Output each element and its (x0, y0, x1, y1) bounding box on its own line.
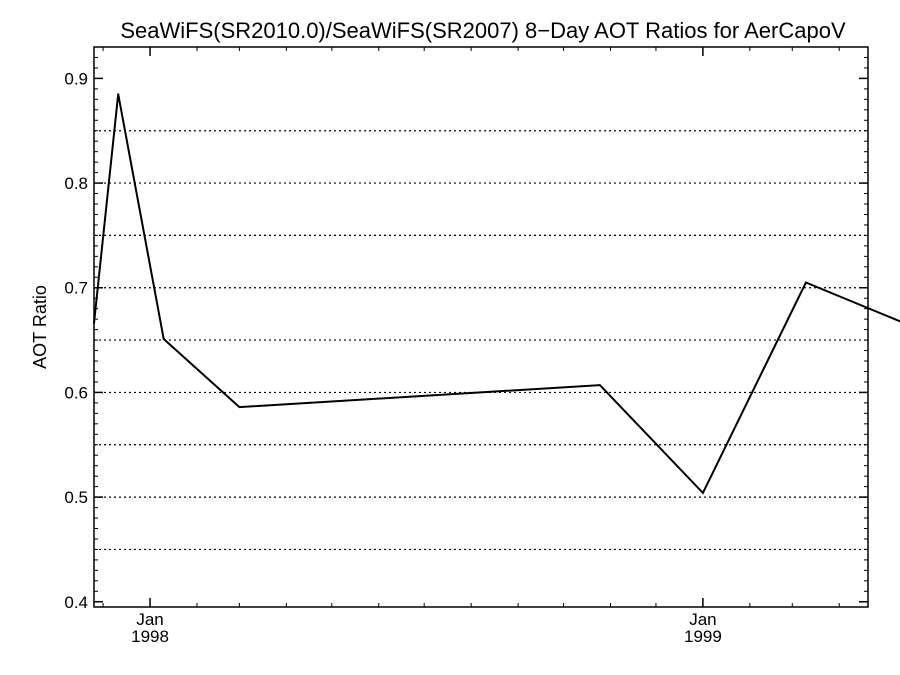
x-tick-label-year: 1998 (131, 627, 169, 646)
y-gridlines (94, 130, 868, 551)
x-tick-label-month: Jan (136, 610, 163, 629)
y-tick-label: 0.8 (64, 174, 88, 193)
y-axis-label: AOT Ratio (30, 285, 50, 369)
x-tick-label-year: 1999 (684, 627, 722, 646)
y-tick-label: 0.4 (64, 593, 88, 612)
series-line (93, 93, 900, 495)
data-point (162, 338, 165, 340)
y-tick-label: 0.9 (64, 69, 88, 88)
plot-area-frame (93, 46, 869, 608)
series-points (93, 93, 807, 494)
data-point (117, 93, 120, 96)
x-tick-label-month: Jan (689, 610, 716, 629)
chart-title: SeaWiFS(SR2010.0)/SeaWiFS(SR2007) 8−Day … (120, 18, 846, 43)
y-tick-label: 0.6 (64, 383, 88, 402)
data-point (93, 322, 95, 325)
data-point (702, 492, 704, 494)
x-axis-ticks: Jan1998Jan1999Jan2000Jan2001Jan2002Jan20… (102, 47, 840, 646)
y-axis-ticks: 0.4 0.5 0.6 0.7 0.8 0.9 (64, 46, 868, 612)
data-point (599, 384, 601, 386)
data-point (804, 281, 807, 284)
data-point (238, 406, 241, 408)
y-tick-label: 0.7 (64, 279, 88, 298)
y-tick-label: 0.5 (64, 488, 88, 507)
